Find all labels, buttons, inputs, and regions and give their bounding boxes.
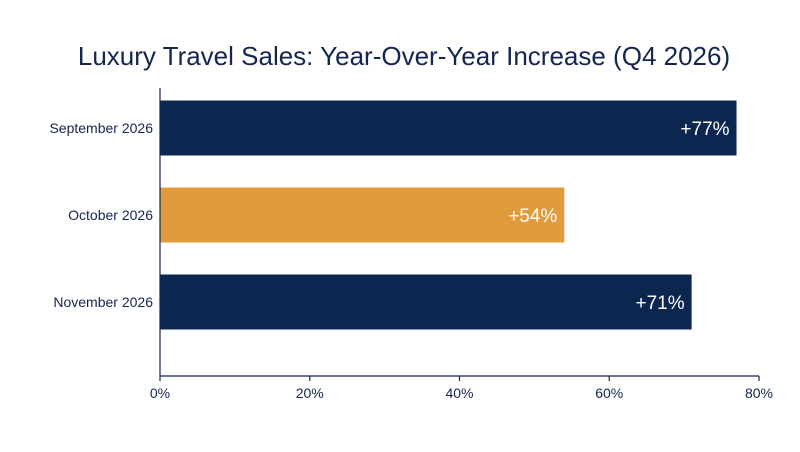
bar-0 [160, 100, 737, 156]
category-label-1: October 2026 [68, 207, 153, 223]
x-tick-label-4: 80% [745, 385, 773, 401]
axes-layer: September 2026 October 2026 November 2026 0… [49, 88, 773, 401]
data-label-1: +54% [508, 206, 557, 227]
category-label-2: November 2026 [53, 294, 153, 310]
x-tick-label-3: 60% [595, 385, 623, 401]
data-label-2: +71% [635, 293, 684, 314]
chart-title: Luxury Travel Sales: Year-Over-Year Incr… [78, 41, 730, 71]
bars-layer: +77% +54% +71% [160, 100, 737, 330]
x-tick-label-0: 0% [150, 385, 170, 401]
x-tick-label-1: 20% [296, 385, 324, 401]
category-label-0: September 2026 [49, 120, 153, 136]
bar-2 [160, 274, 692, 330]
data-label-0: +77% [680, 119, 729, 140]
x-tick-label-2: 40% [445, 385, 473, 401]
bar-1 [160, 187, 565, 243]
